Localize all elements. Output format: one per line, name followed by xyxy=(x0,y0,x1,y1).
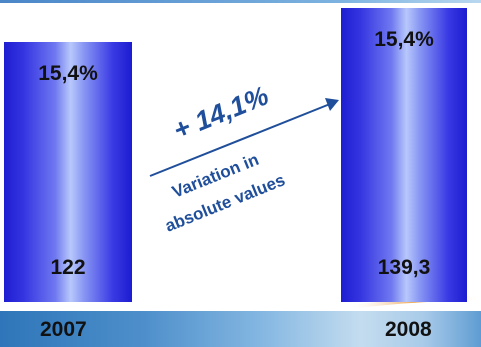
bar-2007: 15,4% 122 xyxy=(4,42,132,302)
trend-arrow-head xyxy=(325,98,339,111)
change-label: + 14,1% xyxy=(169,80,273,145)
bar-2008-value-label: 139,3 xyxy=(377,256,431,279)
header-rule xyxy=(0,0,481,3)
bar-2007-value-label: 122 xyxy=(50,256,86,279)
x-tick-label-2008: 2008 xyxy=(385,318,432,341)
bar-2008: 15,4% 139,3 xyxy=(341,8,467,302)
bar-2007-top-label: 15,4% xyxy=(38,62,98,85)
x-axis-band xyxy=(0,311,481,347)
bar-2008-top-label: 15,4% xyxy=(374,28,434,51)
trend-arrow-line xyxy=(149,103,331,177)
x-tick-label-2007: 2007 xyxy=(40,318,87,341)
